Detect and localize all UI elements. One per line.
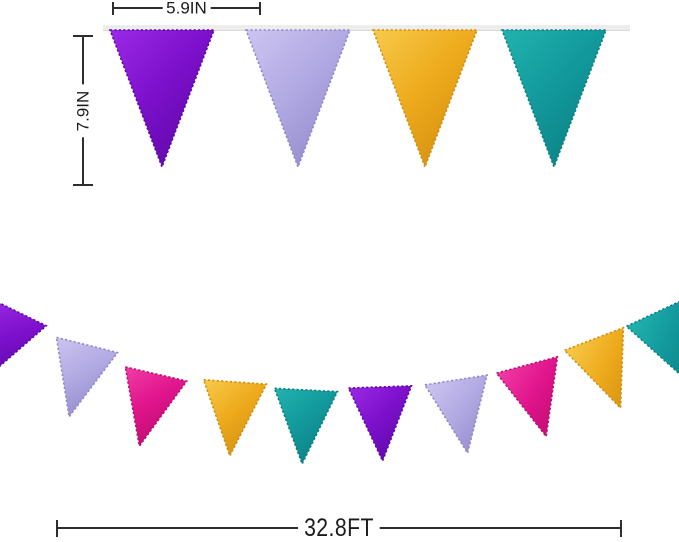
dimension-tick [112, 2, 114, 15]
dimension-tick [259, 2, 261, 15]
pennant-flag-gold [202, 378, 268, 458]
pennant-flag-lavender [423, 374, 489, 456]
dimension-tick [73, 35, 93, 37]
total-length-dimension: 32.8FT [56, 515, 622, 541]
flag-width-dimension: 5.9IN [112, 0, 261, 18]
pennant-flag-teal [273, 387, 339, 466]
dimension-tick [56, 520, 58, 537]
pennant-flag-gold [371, 29, 479, 170]
pennant-flag-lavender [244, 29, 352, 170]
ribbon-shadow [103, 30, 630, 31]
flag-height-dimension: 7.9IN [73, 35, 93, 186]
pennant-flag-magenta [495, 355, 559, 439]
pennant-flag-teal [500, 29, 608, 170]
pennant-flag-purple [108, 29, 216, 170]
pennant-flag-purple [347, 385, 413, 463]
bottom-banner-garland [0, 296, 679, 466]
pennant-flag-teal [625, 298, 679, 382]
hanging-ribbon [103, 25, 630, 31]
pennant-flag-purple [0, 296, 48, 381]
pennant-flag-gold [563, 326, 625, 410]
pennant-flag-magenta [124, 365, 189, 449]
dimension-tick [620, 520, 622, 537]
total-length-label: 32.8FT [298, 515, 380, 541]
pennant-flag-lavender [55, 336, 119, 419]
flag-height-label: 7.9IN [73, 84, 93, 137]
top-banner-row [103, 25, 630, 170]
flag-width-label: 5.9IN [162, 0, 211, 18]
dimension-tick [73, 184, 93, 186]
